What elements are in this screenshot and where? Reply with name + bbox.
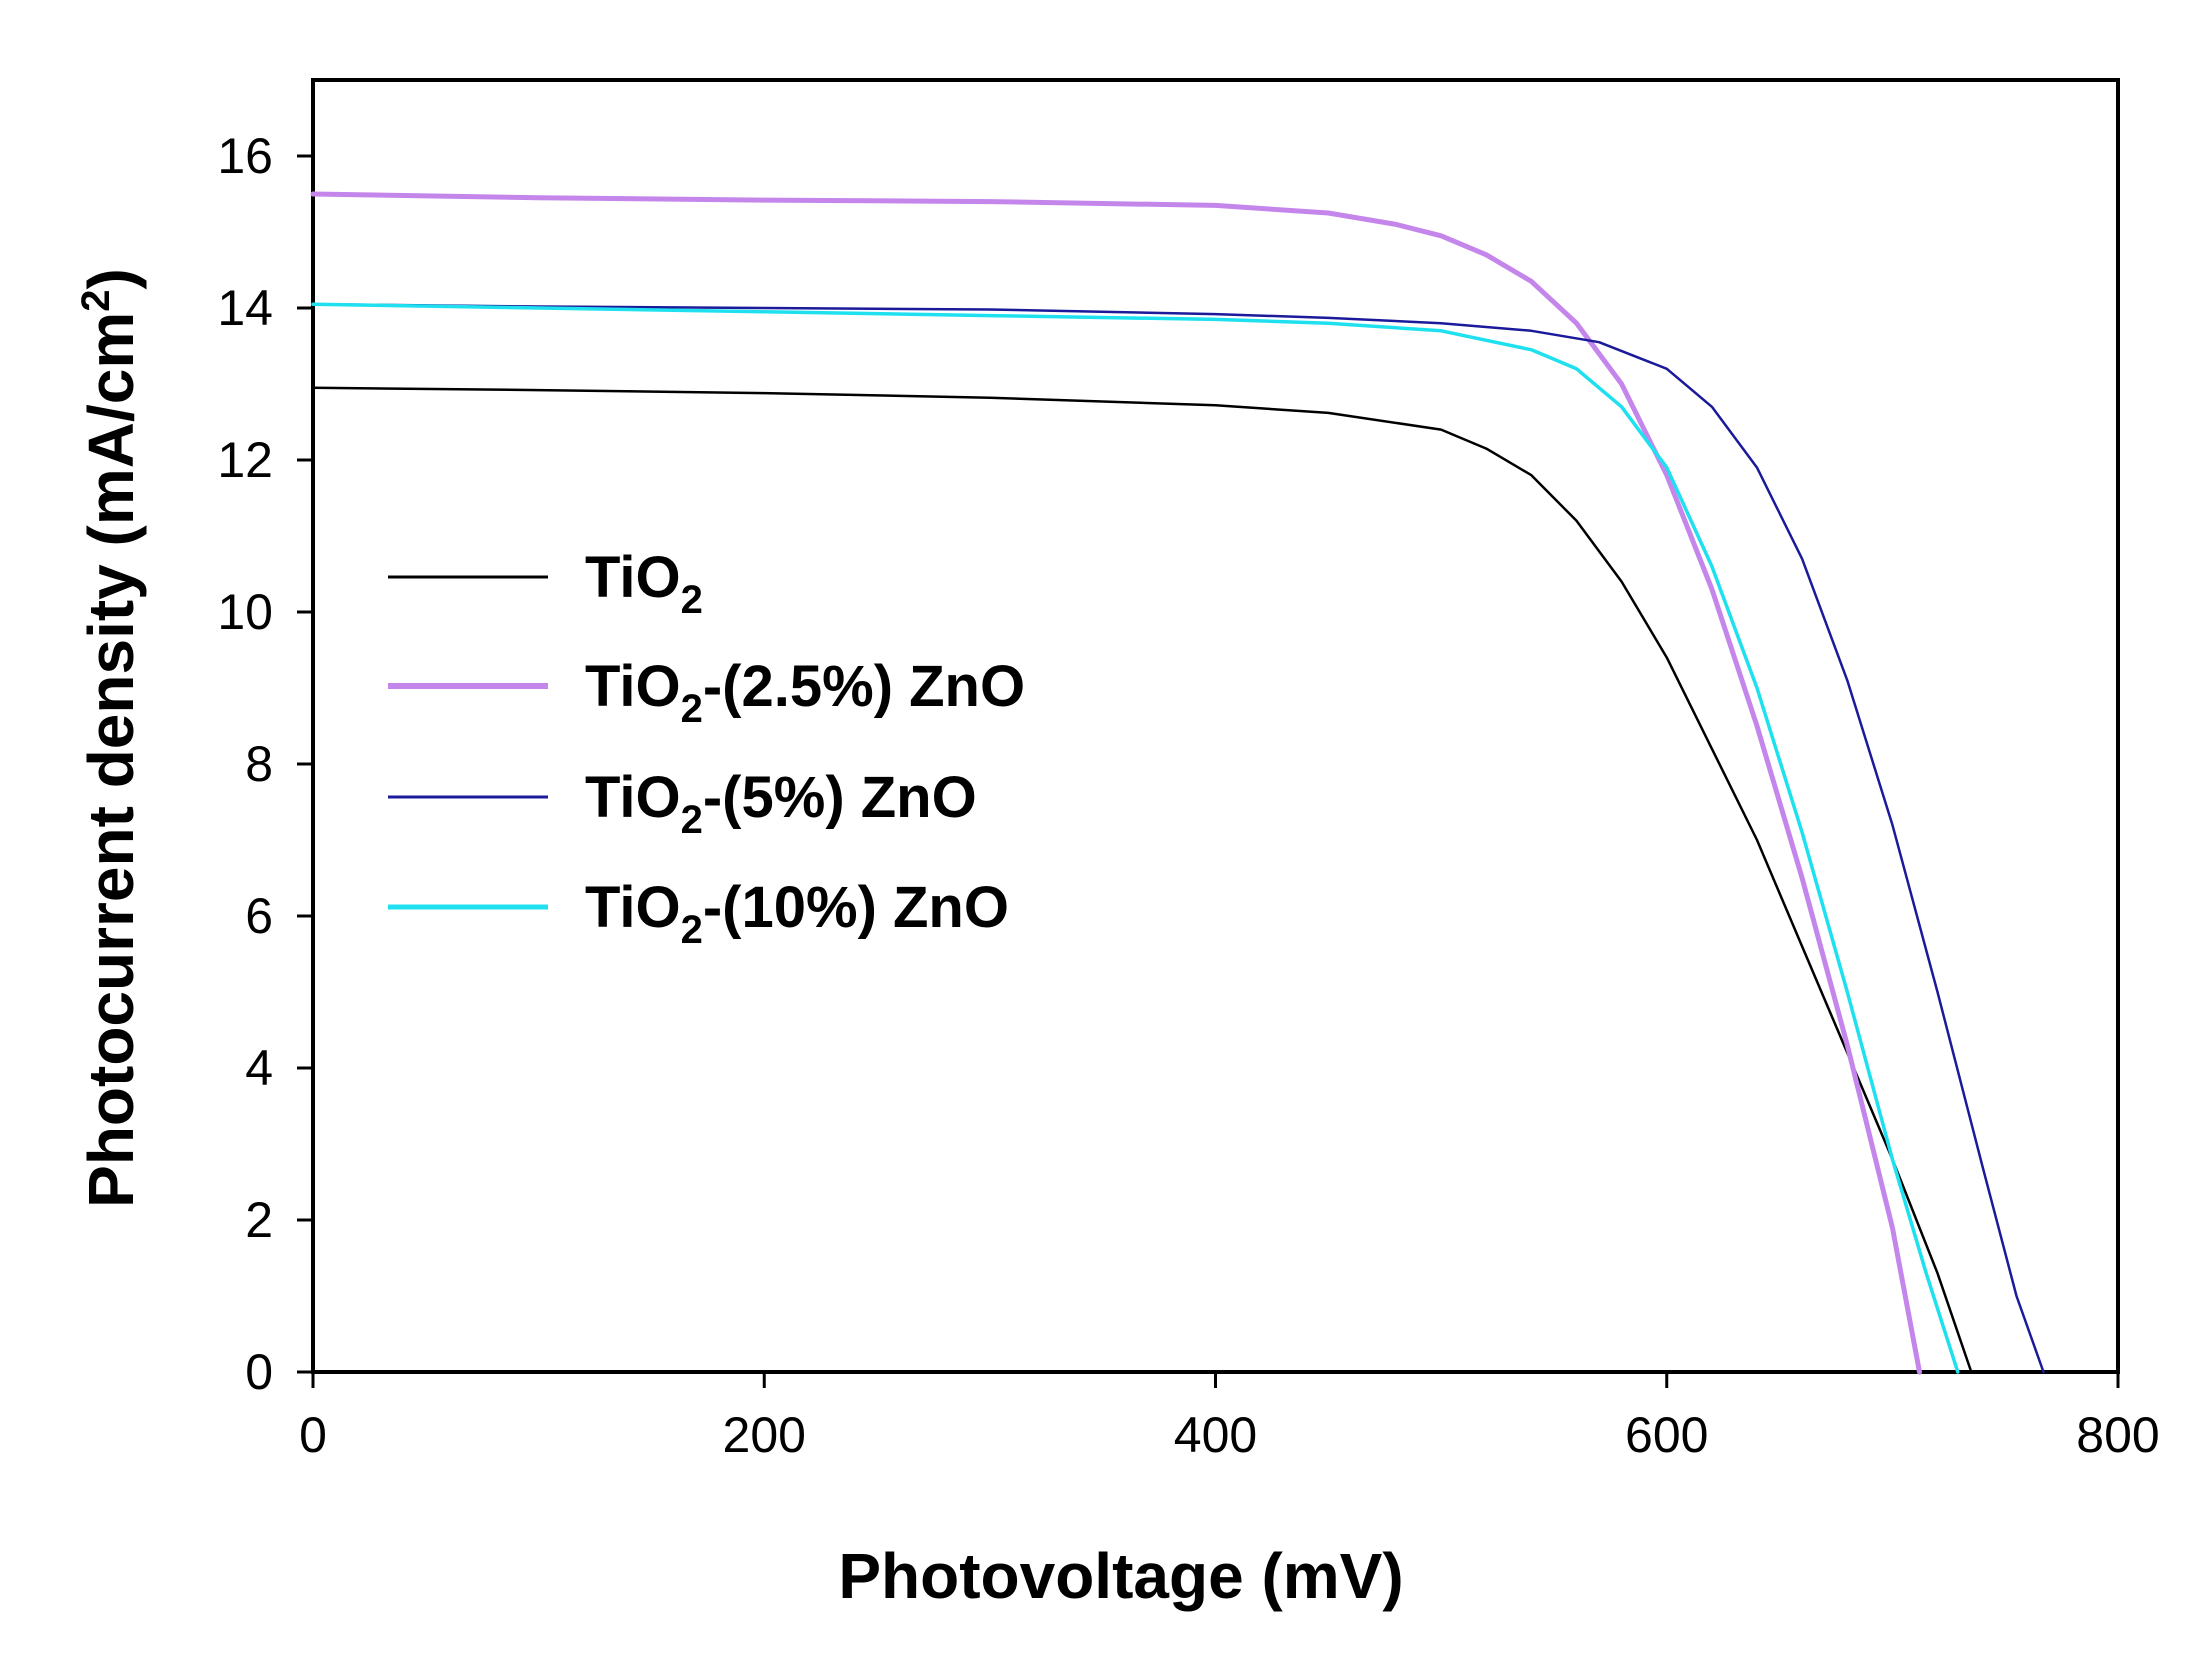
y-tick-label: 0 (245, 1344, 273, 1400)
x-axis-title: Photovoltage (mV) (838, 1540, 1403, 1612)
y-axis-title-main: Photocurrent density (mA/cm (75, 312, 147, 1208)
legend: TiO2 TiO2-(2.5%) ZnO TiO2-(5%) ZnO TiO2-… (388, 545, 1025, 952)
series-layer (310, 191, 2045, 1375)
x-tick-label: 0 (299, 1407, 327, 1463)
plot-area (311, 78, 2120, 1374)
y-tick-label: 14 (217, 280, 273, 336)
legend-entry-tio2: TiO2 (388, 545, 703, 622)
legend-label-tio2-2-5-zno: TiO2-(2.5%) ZnO (585, 654, 1025, 731)
y-axis-title-sup: 2 (74, 289, 118, 311)
legend-label-tio2-5-zno: TiO2-(5%) ZnO (585, 765, 977, 842)
legend-entry-tio2-10-zno: TiO2-(10%) ZnO (388, 875, 1009, 952)
series-line-tio2-10-zno (311, 302, 1960, 1374)
y-axis-title-tail: ) (75, 268, 147, 289)
legend-entry-tio2-5-zno: TiO2-(5%) ZnO (388, 765, 977, 842)
y-tick-label: 12 (217, 432, 273, 488)
legend-entry-tio2-2-5-zno: TiO2-(2.5%) ZnO (388, 654, 1025, 731)
y-tick-label: 6 (245, 888, 273, 944)
y-tick-label: 2 (245, 1192, 273, 1248)
x-tick-label: 400 (1174, 1407, 1257, 1463)
y-tick-label: 10 (217, 584, 273, 640)
y-axis-title: Photocurrent density (mA/cm2) (74, 268, 147, 1208)
x-tick-label: 200 (723, 1407, 806, 1463)
legend-label-tio2-10-zno: TiO2-(10%) ZnO (585, 875, 1009, 952)
plot-frame (311, 78, 2120, 1374)
series-line-tio2-2-5-zno (310, 191, 1922, 1375)
series-line-tio2-5-zno (311, 302, 2045, 1374)
y-tick-label: 16 (217, 128, 273, 184)
series-line-tio2 (311, 386, 1973, 1374)
x-tick-label: 800 (2076, 1407, 2159, 1463)
y-tick-label: 4 (245, 1040, 273, 1096)
legend-label-tio2: TiO2 (585, 545, 703, 622)
x-tick-label: 600 (1625, 1407, 1708, 1463)
axes-layer: 0 200 400 600 800 0 2 4 6 8 10 12 14 16 (217, 128, 2159, 1463)
y-tick-label: 8 (245, 736, 273, 792)
